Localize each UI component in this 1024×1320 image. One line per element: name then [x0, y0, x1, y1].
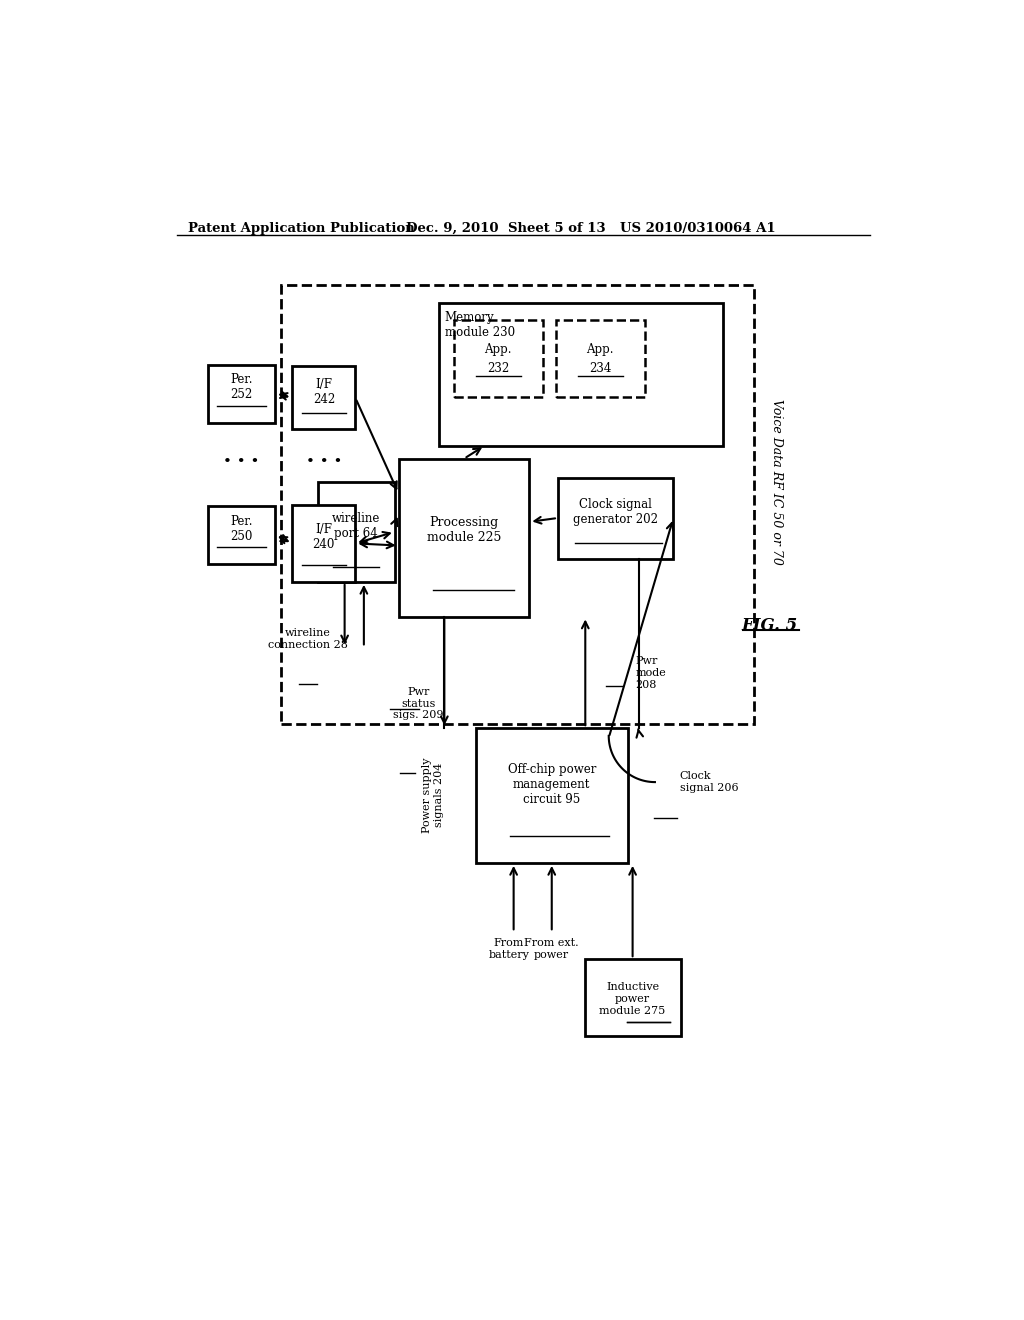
- Bar: [556, 321, 645, 397]
- Text: 234: 234: [589, 363, 611, 375]
- Text: I/F
240: I/F 240: [312, 523, 335, 552]
- Text: US 2010/0310064 A1: US 2010/0310064 A1: [620, 222, 775, 235]
- Text: Per.
250: Per. 250: [230, 515, 253, 543]
- Text: From
battery: From battery: [488, 939, 529, 960]
- Text: Power supply
signals 204: Power supply signals 204: [422, 758, 444, 833]
- Text: • • •: • • •: [223, 455, 260, 469]
- Text: FIG. 5: FIG. 5: [741, 616, 798, 634]
- Text: 232: 232: [486, 363, 509, 375]
- Bar: [398, 459, 529, 616]
- Bar: [585, 960, 681, 1036]
- Bar: [454, 321, 543, 397]
- Bar: [208, 507, 275, 564]
- Bar: [208, 364, 275, 422]
- Text: Clock
signal 206: Clock signal 206: [680, 771, 738, 793]
- Text: Voice Data RF IC 50 or 70: Voice Data RF IC 50 or 70: [770, 399, 782, 565]
- Text: Clock signal
generator 202: Clock signal generator 202: [573, 498, 658, 525]
- Text: wireline
connection 28: wireline connection 28: [267, 628, 347, 649]
- Text: App.: App.: [587, 343, 614, 356]
- Text: App.: App.: [484, 343, 512, 356]
- Text: Sheet 5 of 13: Sheet 5 of 13: [508, 222, 605, 235]
- Bar: [438, 304, 724, 446]
- Bar: [292, 367, 355, 429]
- Text: I/F
242: I/F 242: [312, 378, 335, 405]
- Text: Off-chip power
management
circuit 95: Off-chip power management circuit 95: [508, 763, 596, 805]
- Text: Patent Application Publication: Patent Application Publication: [188, 222, 415, 235]
- Text: From ext.
power: From ext. power: [524, 939, 579, 960]
- Bar: [292, 506, 355, 582]
- Bar: [281, 285, 755, 725]
- Text: Per.
252: Per. 252: [230, 374, 253, 401]
- Text: Memory
module 230: Memory module 230: [444, 312, 515, 339]
- Text: • • •: • • •: [305, 455, 342, 469]
- Text: wireline
port 64: wireline port 64: [332, 512, 380, 540]
- Text: Dec. 9, 2010: Dec. 9, 2010: [407, 222, 499, 235]
- Text: Pwr
mode
208: Pwr mode 208: [636, 656, 667, 689]
- Bar: [558, 478, 674, 558]
- Bar: [317, 482, 394, 582]
- Bar: [475, 729, 628, 863]
- Text: Pwr
status
sigs. 209: Pwr status sigs. 209: [393, 688, 443, 721]
- Text: Processing
module 225: Processing module 225: [427, 516, 501, 544]
- Text: Inductive
power
module 275: Inductive power module 275: [599, 982, 666, 1015]
